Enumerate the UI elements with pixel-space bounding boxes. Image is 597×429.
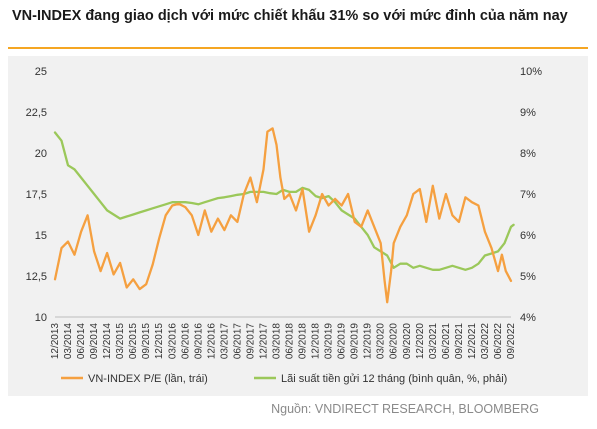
x-tick-label: 03/2022 bbox=[480, 323, 491, 360]
x-tick-label: 12/2018 bbox=[311, 323, 322, 360]
y-left-tick-label: 20 bbox=[35, 148, 47, 160]
y-right-tick-label: 9% bbox=[520, 107, 536, 119]
x-tick-label: 06/2021 bbox=[441, 323, 452, 360]
x-tick-label: 09/2021 bbox=[454, 323, 465, 360]
x-tick-label: 12/2019 bbox=[363, 323, 374, 360]
y-left-tick-label: 12,5 bbox=[26, 271, 47, 283]
y-left-tick-label: 10 bbox=[35, 312, 47, 324]
x-tick-label: 06/2016 bbox=[180, 323, 191, 360]
x-tick-label: 12/2015 bbox=[154, 323, 165, 360]
chart-title: VN-INDEX đang giao dịch với mức chiết kh… bbox=[12, 8, 568, 24]
pe-series-line bbox=[53, 127, 513, 304]
x-tick-label: 03/2015 bbox=[115, 323, 126, 360]
x-tick-label: 09/2022 bbox=[506, 323, 517, 360]
series-layer bbox=[53, 127, 515, 304]
x-tick-label: 03/2018 bbox=[271, 323, 282, 360]
x-tick-label: 09/2020 bbox=[402, 323, 413, 360]
x-tick-label: 03/2016 bbox=[167, 323, 178, 360]
y-right-tick-label: 8% bbox=[520, 148, 536, 160]
y-right-tick-label: 10% bbox=[520, 66, 542, 78]
x-tick-label: 06/2019 bbox=[337, 323, 348, 360]
pe-vs-deposit-rate-chart: 10 12,5 15 17,5 20 22,5 25 4% 5% 6% 7% 8% 9% 10% 12/… bbox=[26, 66, 543, 385]
legend: VN-INDEX P/E (lần, trái) Lãi suất tiền gử… bbox=[61, 373, 507, 385]
x-tick-label: 09/2014 bbox=[89, 323, 100, 360]
x-tick-label: 12/2020 bbox=[415, 323, 426, 360]
x-tick-label: 06/2014 bbox=[76, 323, 87, 360]
x-tick-label: 09/2018 bbox=[298, 323, 309, 360]
x-tick-label: 12/2013 bbox=[50, 323, 61, 360]
x-tick-label: 06/2015 bbox=[128, 323, 139, 360]
y-right-tick-label: 7% bbox=[520, 189, 536, 201]
chart-panel: 10 12,5 15 17,5 20 22,5 25 4% 5% 6% 7% 8% 9% 10% 12/… bbox=[8, 56, 588, 396]
x-tick-label: 03/2020 bbox=[376, 323, 387, 360]
y-left-tick-label: 17,5 bbox=[26, 189, 47, 201]
x-tick-label: 12/2014 bbox=[102, 323, 113, 360]
x-tick-label: 03/2019 bbox=[324, 323, 335, 360]
x-tick-label: 12/2017 bbox=[258, 323, 269, 360]
right-y-axis: 4% 5% 6% 7% 8% 9% 10% bbox=[520, 66, 542, 324]
y-right-tick-label: 5% bbox=[520, 271, 536, 283]
x-axis: 12/2013 03/2014 06/2014 09/2014 12/2014 03/20… bbox=[50, 323, 517, 360]
x-tick-label: 12/2016 bbox=[206, 323, 217, 360]
x-tick-label: 03/2017 bbox=[219, 323, 230, 360]
x-tick-label: 03/2021 bbox=[428, 323, 439, 360]
deposit-rate-series-line bbox=[53, 131, 515, 271]
x-tick-label: 06/2017 bbox=[232, 323, 243, 360]
y-left-tick-label: 25 bbox=[35, 66, 47, 78]
legend-label: Lãi suất tiền gửi 12 tháng (bình quân, %… bbox=[281, 373, 507, 385]
y-left-tick-label: 22,5 bbox=[26, 107, 47, 119]
left-y-axis: 10 12,5 15 17,5 20 22,5 25 bbox=[26, 66, 47, 324]
source-note: Nguồn: VNDIRECT RESEARCH, BLOOMBERG bbox=[271, 402, 539, 416]
title-divider bbox=[8, 47, 588, 49]
x-tick-label: 06/2020 bbox=[389, 323, 400, 360]
x-tick-label: 03/2014 bbox=[63, 323, 74, 360]
x-tick-label: 09/2019 bbox=[350, 323, 361, 360]
x-tick-label: 09/2016 bbox=[193, 323, 204, 360]
x-tick-label: 12/2021 bbox=[467, 323, 478, 360]
legend-label: VN-INDEX P/E (lần, trái) bbox=[88, 373, 208, 385]
y-right-tick-label: 4% bbox=[520, 312, 536, 324]
y-left-tick-label: 15 bbox=[35, 230, 47, 242]
x-tick-label: 06/2018 bbox=[285, 323, 296, 360]
y-right-tick-label: 6% bbox=[520, 230, 536, 242]
x-tick-label: 06/2022 bbox=[493, 323, 504, 360]
x-tick-label: 09/2017 bbox=[245, 323, 256, 360]
x-tick-label: 09/2015 bbox=[141, 323, 152, 360]
